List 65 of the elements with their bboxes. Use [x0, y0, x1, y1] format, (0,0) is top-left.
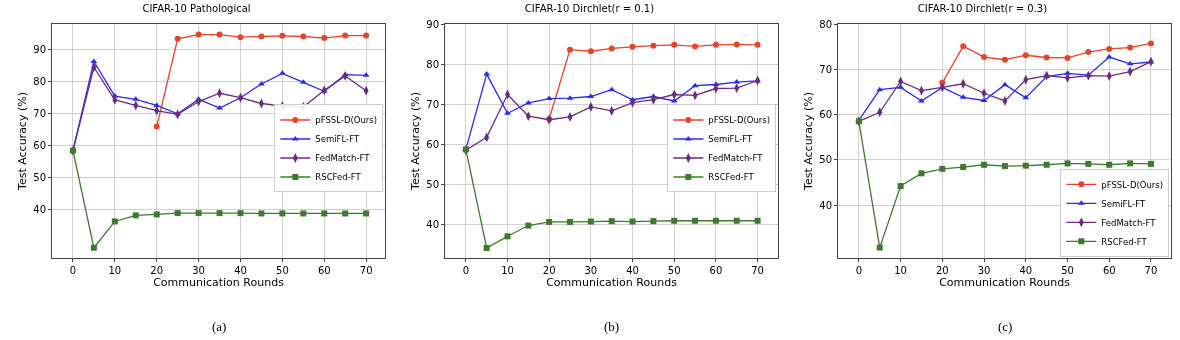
- y-axis-title: Test Accuracy (%): [15, 92, 29, 191]
- y-tick-label: 40: [426, 218, 439, 230]
- x-tick-label: 40: [1019, 265, 1033, 276]
- y-tick-label: 70: [819, 63, 832, 75]
- x-tick-label: 20: [935, 265, 949, 276]
- y-tick-label: 50: [426, 178, 439, 190]
- x-tick-label: 10: [894, 265, 907, 276]
- y-tick-label: 50: [33, 172, 46, 184]
- x-tick-label: 0: [462, 265, 470, 276]
- x-tick-label: 20: [542, 265, 556, 276]
- x-tick-label: 50: [276, 265, 289, 276]
- text: (a): [212, 319, 227, 334]
- y-tick-label: 40: [819, 199, 832, 211]
- legend-label: pFSSL-D(Ours): [708, 115, 771, 126]
- x-tick-label: 40: [234, 265, 247, 276]
- text: (c): [998, 319, 1013, 334]
- x-tick-label: 70: [359, 265, 373, 276]
- text: (b): [604, 319, 620, 334]
- x-tick-label: 60: [317, 265, 331, 276]
- x-tick-label: 30: [192, 265, 205, 276]
- chart-title: CIFAR-10 Dirchlet(r = 0.1): [524, 3, 655, 15]
- y-tick-label: 80: [426, 58, 439, 70]
- x-tick-label: 70: [1144, 265, 1158, 276]
- x-tick-label: 10: [108, 265, 122, 276]
- x-tick-label: 30: [977, 265, 991, 276]
- y-tick-label: 90: [426, 18, 439, 30]
- y-tick-label: 60: [819, 109, 832, 121]
- y-tick-label: 70: [33, 108, 46, 120]
- y-axis-title: Test Accuracy (%): [801, 92, 815, 191]
- y-tick-label: 60: [426, 138, 439, 150]
- x-tick-label: 50: [667, 265, 681, 276]
- x-axis-title: Communication Rounds: [939, 276, 1071, 289]
- x-tick-label: 10: [501, 265, 514, 276]
- x-axis-title: Communication Rounds: [153, 276, 285, 289]
- y-axis-title: Test Accuracy (%): [408, 92, 422, 191]
- legend-label: FedMatch-FT: [708, 153, 764, 164]
- x-tick-label: 40: [626, 265, 639, 276]
- y-tick-label: 40: [33, 204, 46, 216]
- x-tick-label: 20: [150, 265, 164, 276]
- x-axis-title: Communication Rounds: [546, 276, 678, 289]
- legend-label: FedMatch-FT: [1101, 217, 1157, 228]
- x-tick-label: 50: [1061, 265, 1074, 276]
- y-tick-label: 80: [819, 18, 832, 30]
- legend-label: RSCFed-FT: [315, 172, 362, 183]
- x-tick-label: 60: [709, 265, 723, 276]
- chart-title: CIFAR-10 Dirchlet(r = 0.3): [917, 3, 1048, 15]
- y-tick-label: 90: [33, 44, 46, 56]
- x-tick-label: 0: [855, 265, 863, 276]
- x-tick-label: 30: [584, 265, 598, 276]
- legend-label: RSCFed-FT: [1101, 236, 1148, 247]
- x-tick-label: 0: [69, 265, 77, 276]
- legend-label: SemiFL-FT: [1101, 198, 1146, 209]
- y-tick-label: 60: [33, 140, 46, 152]
- x-tick-label: 60: [1102, 265, 1116, 276]
- legend-label: FedMatch-FT: [315, 153, 371, 164]
- legend-label: pFSSL-D(Ours): [315, 115, 378, 126]
- y-tick-label: 70: [426, 98, 439, 110]
- legend-label: SemiFL-FT: [708, 134, 753, 145]
- legend-label: pFSSL-D(Ours): [1101, 179, 1164, 190]
- legend-label: RSCFed-FT: [708, 172, 755, 183]
- legend-label: SemiFL-FT: [315, 134, 360, 145]
- y-tick-label: 50: [819, 154, 832, 166]
- x-tick-label: 70: [751, 265, 764, 276]
- chart-title: CIFAR-10 Pathological: [142, 3, 251, 15]
- y-tick-label: 80: [33, 76, 46, 88]
